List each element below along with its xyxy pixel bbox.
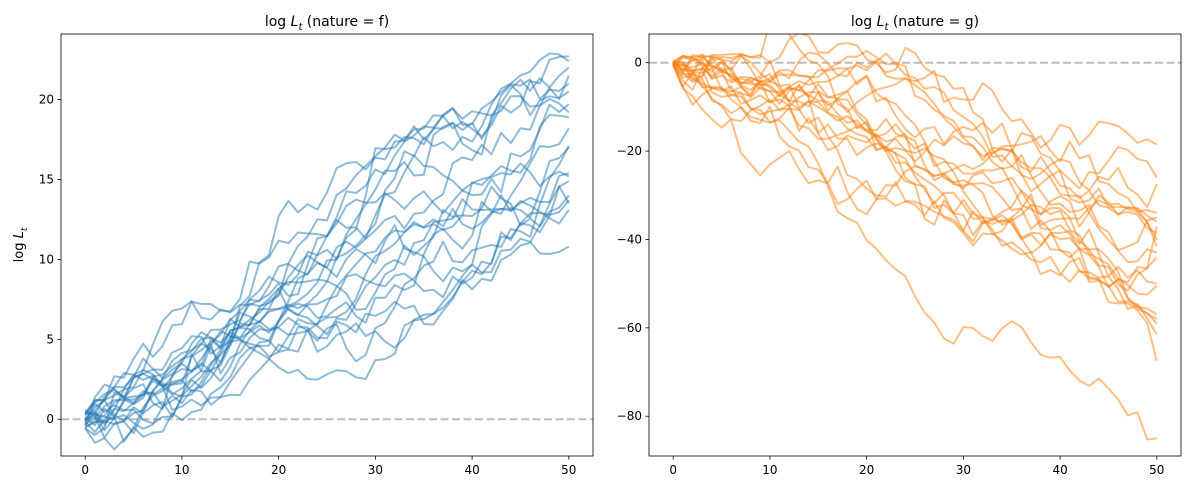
left-panel: 0 10 20 30 40 50 0 5 10 15 20 log Lt (nature = f) lo… bbox=[12, 14, 594, 477]
series-line-14 bbox=[84, 83, 570, 426]
plot-frame bbox=[60, 33, 594, 457]
series-line-4 bbox=[84, 185, 570, 434]
series-line-5 bbox=[84, 180, 570, 435]
series-line-2 bbox=[84, 194, 570, 422]
series-line-19 bbox=[84, 55, 569, 427]
x-tick-label: 40 bbox=[464, 463, 479, 477]
series-line-18 bbox=[672, 54, 1158, 362]
x-tick-label: 20 bbox=[859, 463, 874, 477]
y-tick-label: 15 bbox=[39, 172, 54, 186]
series-line-14 bbox=[672, 53, 1158, 316]
y-tick-label: 10 bbox=[39, 252, 54, 266]
x-tick-label: 30 bbox=[956, 463, 971, 477]
series-line-19 bbox=[672, 61, 1157, 441]
y-tick-label: 20 bbox=[39, 93, 54, 107]
series-line-1 bbox=[85, 223, 570, 419]
x-tick-label: 0 bbox=[669, 463, 677, 477]
y-tick-label: 0 bbox=[46, 412, 54, 426]
y-tick-label: 5 bbox=[46, 332, 54, 346]
series-line-10 bbox=[84, 127, 570, 426]
y-axis-label: log Lt bbox=[12, 227, 30, 262]
series-line-4 bbox=[672, 62, 1158, 216]
series-line-17 bbox=[672, 61, 1158, 335]
y-tick-label: −80 bbox=[617, 409, 642, 423]
y-tick-label: 0 bbox=[634, 56, 642, 70]
series-line-8 bbox=[672, 51, 1158, 240]
series-line-20 bbox=[84, 185, 570, 415]
chart-title: log Lt (nature = f) bbox=[265, 14, 389, 33]
x-tick-label: 40 bbox=[1052, 463, 1067, 477]
series-line-9 bbox=[84, 145, 570, 439]
series-line-12 bbox=[672, 56, 1158, 285]
series-line-15 bbox=[672, 34, 1158, 320]
series-group bbox=[84, 52, 570, 451]
series-line-15 bbox=[84, 78, 570, 415]
series-line-20 bbox=[673, 57, 1158, 232]
y-tick-label: −40 bbox=[617, 232, 642, 246]
x-tick-label: 10 bbox=[762, 463, 777, 477]
series-line-7 bbox=[85, 172, 570, 420]
y-tick-label: −60 bbox=[617, 321, 642, 335]
right-panel: 0 10 20 30 40 50 0 −20 −40 −60 −80 log Lt (nature =… bbox=[617, 14, 1182, 477]
series-line-18 bbox=[85, 52, 570, 430]
chart-title: log Lt (nature = g) bbox=[851, 14, 979, 33]
x-tick-label: 50 bbox=[1149, 463, 1164, 477]
series-line-2 bbox=[672, 52, 1158, 193]
plot-frame bbox=[648, 33, 1182, 457]
x-tick-label: 50 bbox=[561, 463, 576, 477]
y-tick-label: −20 bbox=[617, 144, 642, 158]
series-line-10 bbox=[673, 50, 1158, 264]
series-line-16 bbox=[84, 75, 570, 443]
x-tick-label: 20 bbox=[271, 463, 286, 477]
x-tick-label: 10 bbox=[174, 463, 189, 477]
series-group bbox=[672, 34, 1158, 441]
x-tick-label: 0 bbox=[81, 463, 89, 477]
x-tick-label: 30 bbox=[368, 463, 383, 477]
